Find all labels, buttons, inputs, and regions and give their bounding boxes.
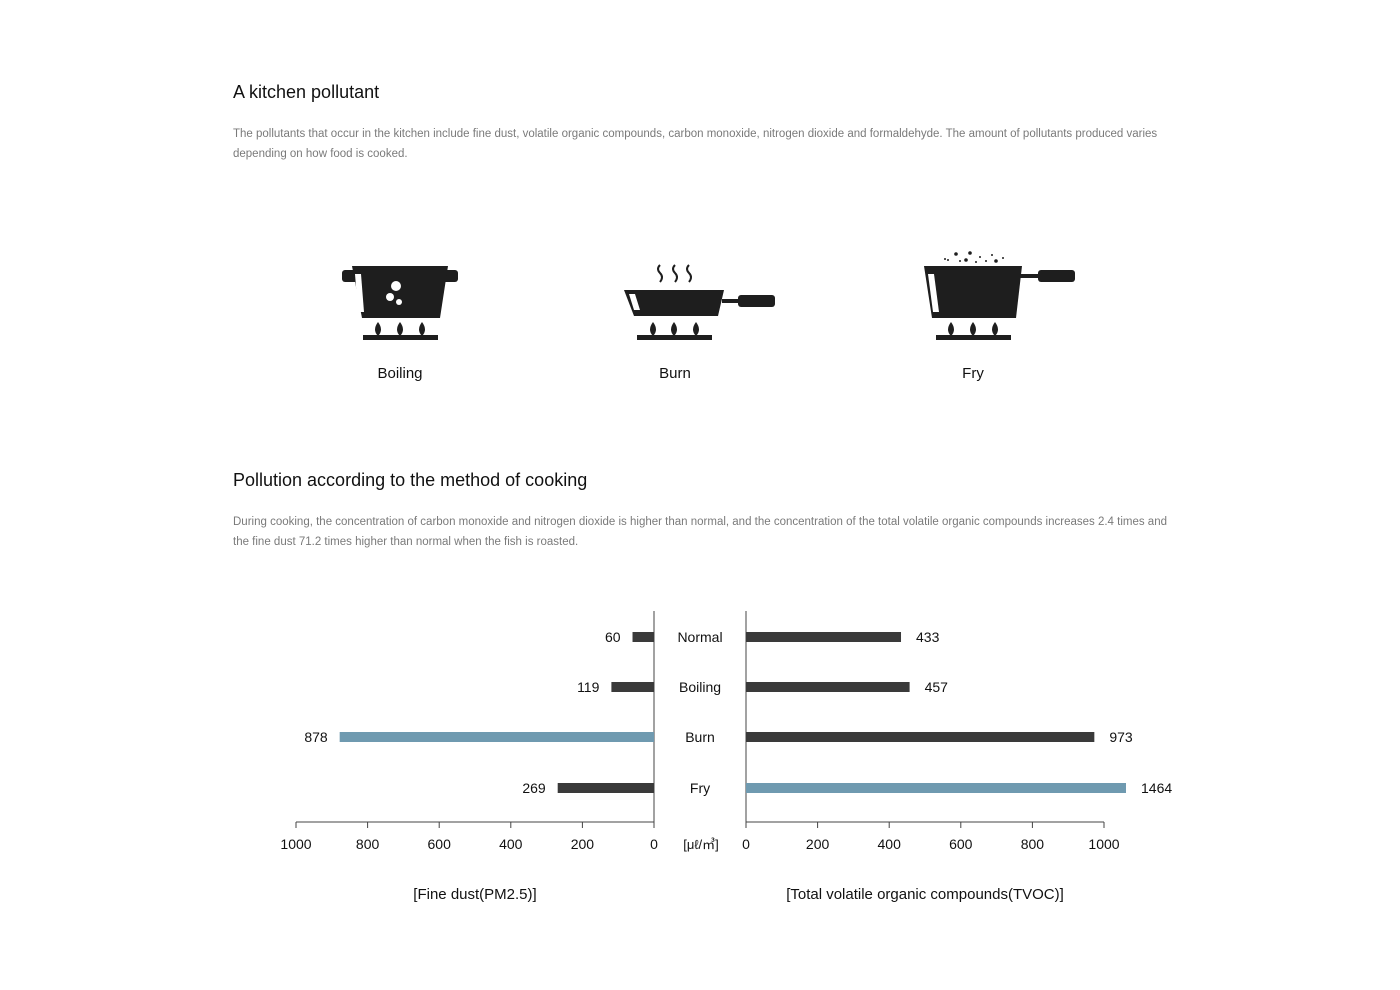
section-title-pollution: Pollution according to the method of coo… [233, 470, 588, 490]
tick-label: 800 [1021, 836, 1045, 852]
tick-label: 1000 [280, 836, 311, 852]
tick-label: 0 [650, 836, 658, 852]
method-label-burn: Burn [659, 365, 691, 382]
tick-label: 800 [356, 836, 380, 852]
bar-tvoc-fry [746, 783, 1126, 793]
bar-pm25-fry [557, 783, 654, 793]
left-axis-title: [Fine dust(PM2.5)] [413, 886, 537, 903]
tick-label: 1000 [1088, 836, 1119, 852]
bar-pm25-burn [339, 732, 654, 742]
data-label: 973 [1109, 729, 1133, 745]
category-label: Boiling [679, 679, 721, 695]
data-label: 60 [605, 629, 621, 645]
bar-pm25-boiling [611, 682, 654, 692]
tick-label: 200 [806, 836, 830, 852]
tick-label: 200 [571, 836, 595, 852]
tick-label: 400 [499, 836, 523, 852]
tick-label: 600 [949, 836, 973, 852]
data-label: 433 [916, 629, 940, 645]
category-label: Normal [677, 629, 722, 645]
data-label: 1464 [1141, 780, 1172, 796]
method-label-boiling: Boiling [377, 365, 423, 382]
data-label: 269 [522, 780, 546, 796]
tick-label: 0 [742, 836, 750, 852]
frying-pan-steam-icon [624, 264, 775, 340]
tick-label: 600 [428, 836, 452, 852]
section-title-pollutant: A kitchen pollutant [233, 82, 380, 102]
tick-label: 400 [878, 836, 902, 852]
boiling-pot-icon [342, 266, 458, 340]
right-axis-title: [Total volatile organic compounds(TVOC)] [786, 886, 1064, 903]
category-label: Burn [685, 729, 715, 745]
bar-pm25-normal [632, 632, 654, 642]
unit-label: [μℓ/㎥] [683, 837, 719, 852]
category-label: Fry [690, 780, 710, 796]
bar-tvoc-normal [746, 632, 902, 642]
data-label: 119 [577, 679, 600, 695]
method-label-fry: Fry [962, 365, 984, 382]
deep-pan-splatter-icon [924, 251, 1075, 340]
bar-tvoc-burn [746, 732, 1095, 742]
section-description-pollutant: The pollutants that occur in the kitchen… [233, 128, 1158, 160]
section-description-pollution: During cooking, the concentration of car… [233, 516, 1167, 548]
data-label: 878 [304, 729, 328, 745]
bar-tvoc-boiling [746, 682, 910, 692]
data-label: 457 [925, 679, 949, 695]
